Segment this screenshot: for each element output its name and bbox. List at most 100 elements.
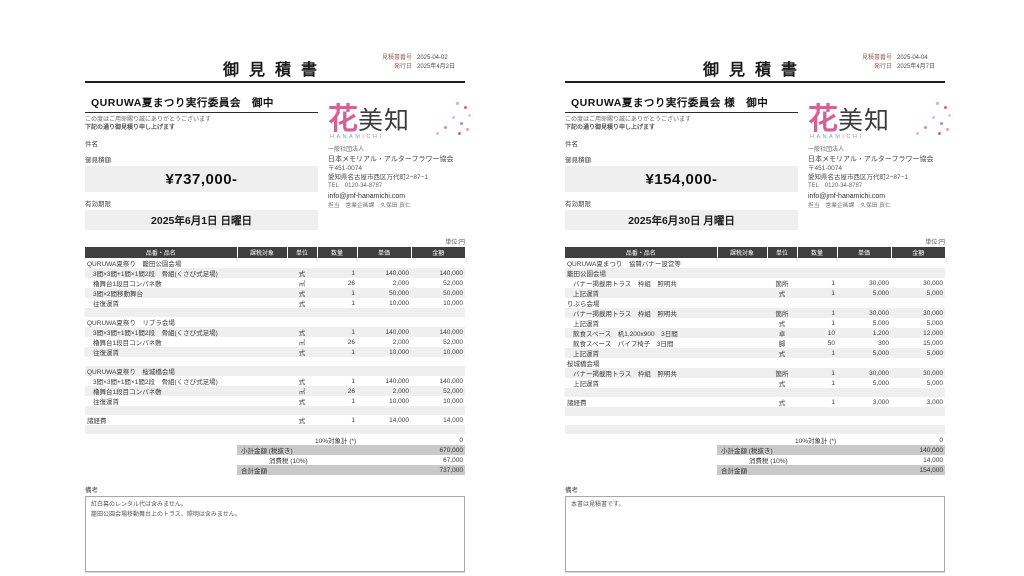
item-name: 上記運賃 bbox=[573, 321, 599, 328]
amount: 52,000 bbox=[443, 387, 463, 395]
amount bbox=[891, 358, 945, 368]
estimate-number-value: 2025-04-04 bbox=[897, 55, 928, 61]
empty-row bbox=[565, 388, 945, 397]
section-row: QURUWA夏祭り リブラ会場 bbox=[85, 317, 465, 327]
unit bbox=[767, 407, 797, 416]
document-title: 御見積書 bbox=[702, 62, 807, 79]
amount bbox=[411, 258, 465, 268]
quantity: 1 bbox=[351, 269, 355, 277]
col-tax-target: 課税対象 bbox=[716, 247, 767, 258]
unit: 式 bbox=[298, 350, 306, 357]
amount bbox=[891, 258, 945, 268]
amount: 50,000 bbox=[443, 289, 463, 297]
unit-note: 単位:円 bbox=[445, 240, 465, 246]
item-name: QURUWA夏まつり 協賛バナー設営等 bbox=[567, 261, 681, 268]
amount bbox=[411, 406, 465, 415]
amount: 10,000 bbox=[443, 348, 463, 356]
tax-target bbox=[237, 396, 287, 406]
quantity bbox=[317, 357, 357, 366]
empty-row bbox=[565, 416, 945, 425]
amount bbox=[411, 317, 465, 327]
total-value: 737,000 bbox=[439, 466, 464, 474]
empty-row bbox=[85, 308, 465, 317]
amount-label: 御見積額 bbox=[565, 157, 591, 164]
total-label: 小計金額 (税抜き) bbox=[241, 448, 293, 455]
unit-price: 10,000 bbox=[389, 348, 409, 356]
amount bbox=[891, 425, 945, 434]
quantity bbox=[797, 416, 837, 425]
col-unit-price: 単価 bbox=[356, 247, 411, 258]
quantity: 1 bbox=[351, 377, 355, 385]
item-name: 櫓舞台1段目コンパネ敷 bbox=[93, 281, 162, 288]
total-value: 0 bbox=[939, 436, 943, 444]
unit bbox=[287, 258, 317, 268]
tax-target bbox=[717, 416, 767, 425]
total-row: 小計金額 (税抜き) 670,000 bbox=[237, 445, 465, 455]
unit-price: 30,000 bbox=[869, 309, 889, 317]
quantity bbox=[317, 425, 357, 434]
quantity: 1 bbox=[351, 328, 355, 336]
unit-price bbox=[837, 268, 891, 278]
total-row: 小計金額 (税抜き) 140,000 bbox=[717, 445, 945, 455]
quantity bbox=[797, 268, 837, 278]
unit-price bbox=[837, 425, 891, 434]
unit-price bbox=[357, 308, 411, 317]
section-row: 桜城橋会場 bbox=[565, 358, 945, 368]
amount bbox=[891, 388, 945, 397]
col-unit: 単位 bbox=[286, 247, 317, 258]
items-table: 品番・品名 課税対象 単位 数量 単価 金額 QURUWA夏祭り 籠田公園会場 3… bbox=[85, 247, 465, 434]
totals-section: 10%対象計 (*) 0 小計金額 (税抜き) 140,000 消費税 (10%) 14,… bbox=[565, 435, 945, 475]
quantity: 26 bbox=[347, 279, 355, 287]
total-row: 合計金額 154,000 bbox=[717, 465, 945, 475]
greeting-line-2: 下記の通り御見積り申し上げます bbox=[85, 125, 176, 131]
remark-line: 籠田公園会場移動舞台上のトラス、照明は含みません。 bbox=[91, 512, 241, 518]
quantity: 50 bbox=[827, 339, 835, 347]
document-title: 御見積書 bbox=[222, 62, 327, 79]
unit: 箇所 bbox=[775, 371, 789, 378]
item-row: 諸経費 式 1 3,000 3,000 bbox=[565, 397, 945, 408]
unit: 式 bbox=[298, 399, 306, 406]
total-value: 0 bbox=[459, 436, 463, 444]
item-name: 3間×3間+1間×1間2段 骨組(くさび式足場) bbox=[93, 271, 218, 278]
tax-target bbox=[237, 288, 287, 298]
amount bbox=[891, 407, 945, 416]
total-value: 14,000 bbox=[923, 456, 943, 464]
unit-price: 14,000 bbox=[389, 416, 409, 424]
unit-price bbox=[357, 357, 411, 366]
unit: ㎡ bbox=[298, 281, 306, 288]
unit: 式 bbox=[778, 381, 786, 388]
item-row: バナー掲載用トラス 枠組 照明共 箇所 1 30,000 30,000 bbox=[565, 308, 945, 318]
unit-price bbox=[837, 358, 891, 368]
unit: 式 bbox=[778, 351, 786, 358]
total-label: 消費税 (10%) bbox=[749, 458, 788, 465]
company-staff: 担当 営業企画課 久保田 真仁 bbox=[328, 203, 411, 209]
item-row: 往復運賃 式 1 10,000 10,000 bbox=[85, 298, 465, 309]
company-corp-type: 一般社団法人 bbox=[328, 147, 365, 153]
unit: 式 bbox=[778, 400, 786, 407]
quantity bbox=[797, 388, 837, 397]
unit-price bbox=[357, 425, 411, 434]
tax-target bbox=[717, 348, 767, 358]
empty-row bbox=[85, 357, 465, 366]
amount: 10,000 bbox=[443, 299, 463, 307]
unit bbox=[767, 416, 797, 425]
logo-subtext: HANAMICHI bbox=[810, 134, 864, 140]
amount bbox=[411, 357, 465, 366]
client-name: QURUWA夏まつり実行委員会 御中 bbox=[85, 94, 318, 113]
unit bbox=[287, 308, 317, 317]
amount: 12,000 bbox=[923, 329, 943, 337]
item-row: 3間×3間+1間×1間2段 骨組(くさび式足場) 式 1 140,000 140,000 bbox=[85, 327, 465, 337]
amount bbox=[411, 425, 465, 434]
total-label: 合計金額 bbox=[241, 468, 267, 475]
amount: 5,000 bbox=[926, 379, 943, 387]
amount: 30,000 bbox=[923, 309, 943, 317]
tax-target bbox=[717, 407, 767, 416]
item-name: 櫓舞台1段目コンパネ敷 bbox=[93, 389, 162, 396]
unit bbox=[767, 298, 797, 308]
item-name bbox=[565, 388, 717, 397]
item-row: 3間×3間+1間×1間2段 骨組(くさび式足場) 式 1 140,000 140,000 bbox=[85, 268, 465, 278]
item-name: QURUWA夏祭り 籠田公園会場 bbox=[87, 261, 182, 268]
total-row: 10%対象計 (*) 0 bbox=[717, 435, 945, 446]
tax-target bbox=[717, 328, 767, 338]
unit bbox=[287, 366, 317, 376]
